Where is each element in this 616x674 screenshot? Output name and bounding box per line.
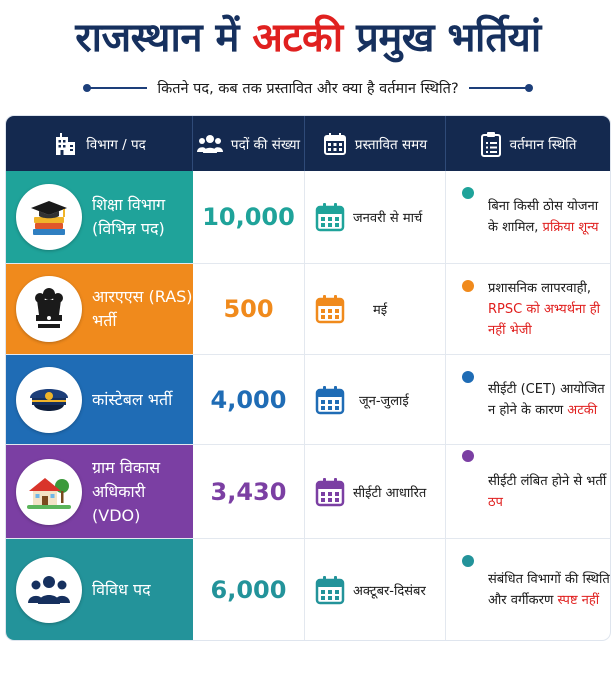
table-row: विविध पद 6,000 अक्टूबर-दिसंबर संबंधित वि… [6, 539, 610, 640]
status-plain: संबंधित विभागों की स्थिति और वर्गीकरण [488, 571, 610, 608]
header-status-label: वर्तमान स्थिति [509, 136, 577, 153]
status-dot [462, 371, 474, 383]
status-cell: प्रशासनिक लापरवाही, RPSC को अभ्यर्थना ही… [446, 264, 610, 354]
date-text: सीईटी आधारित [353, 485, 427, 501]
date-text: मई [373, 303, 388, 318]
group-icon [28, 575, 70, 604]
status-highlight: अटकी [567, 402, 598, 418]
status-plain: सीईटी (CET) आयोजित न होने के कारण [488, 381, 605, 418]
status-cell: बिना किसी ठोस योजना के शामिल, प्रक्रिया … [446, 171, 610, 263]
header-dept: विभाग / पद [6, 116, 193, 171]
status-dot [462, 555, 474, 567]
calendar-icon [323, 132, 346, 155]
dept-label: विविध पद [92, 579, 151, 599]
building-icon [56, 132, 76, 155]
table-row: आरएएस (RAS) भर्ती 500 मई प्रशासनिक लापरव… [6, 264, 610, 355]
dept-label: शिक्षा विभाग (विभिन्न पद) [92, 195, 166, 238]
subtitle-left-rule [83, 84, 148, 92]
badge [16, 458, 82, 525]
status-text: संबंधित विभागों की स्थिति और वर्गीकरण स्… [488, 569, 610, 611]
calendar-icon [315, 477, 345, 506]
ashoka-emblem-icon [35, 288, 63, 328]
status-highlight: RPSC को अभ्यर्थना ही नहीं भेजी [488, 301, 600, 338]
status-text: प्रशासनिक लापरवाही, RPSC को अभ्यर्थना ही… [488, 278, 610, 341]
badge [16, 184, 82, 250]
calendar-icon [315, 295, 345, 324]
dept-cell: आरएएस (RAS) भर्ती [6, 264, 193, 354]
dept-cell: शिक्षा विभाग (विभिन्न पद) [6, 171, 193, 263]
police-cap-icon [30, 388, 68, 411]
header-count: पदों की संख्या [193, 116, 305, 171]
calendar-icon [315, 575, 345, 604]
header-status: वर्तमान स्थिति [446, 116, 610, 171]
clipboard-icon [480, 131, 501, 157]
graduation-books-icon [31, 201, 67, 235]
date-cell: मई [305, 264, 446, 354]
header-dept-label: विभाग / पद [86, 136, 146, 153]
dept-label: कांस्टेबल भर्ती [92, 389, 173, 409]
dept-label: आरएएस (RAS) भर्ती [92, 287, 193, 330]
status-cell: सीईटी लंबित होने से भर्ती ठप [446, 445, 610, 538]
table-row: कांस्टेबल भर्ती 4,000 जून-जुलाई सीईटी (C… [6, 355, 610, 445]
title-highlight: अटकी [252, 15, 343, 61]
header-date: प्रस्तावित समय [305, 116, 446, 171]
status-highlight: ठप [488, 494, 503, 510]
status-cell: सीईटी (CET) आयोजित न होने के कारण अटकी [446, 355, 610, 444]
post-count: 6,000 [193, 539, 305, 640]
dept-cell: ग्राम विकास अधिकारी (VDO) [6, 445, 193, 538]
table-header: विभाग / पद पदों की संख्या प्रस्तावित समय [6, 116, 610, 171]
status-text: सीईटी (CET) आयोजित न होने के कारण अटकी [488, 379, 610, 421]
status-text: बिना किसी ठोस योजना के शामिल, प्रक्रिया … [488, 196, 610, 238]
title-part-1: राजस्थान में [75, 15, 253, 61]
status-plain: सीईटी लंबित होने से भर्ती [488, 473, 607, 489]
date-cell: जून-जुलाई [305, 355, 446, 444]
status-plain: बिना किसी ठोस योजना के शामिल, [488, 199, 599, 235]
title-part-2: प्रमुख भर्तियां [342, 15, 541, 61]
calendar-icon [315, 203, 345, 232]
date-cell: जनवरी से मार्च [305, 171, 446, 263]
status-highlight: स्पष्ट नहीं [557, 592, 600, 608]
dept-label: ग्राम विकास अधिकारी (VDO) [92, 457, 161, 525]
badge [16, 276, 82, 342]
header-date-label: प्रस्तावित समय [354, 136, 428, 153]
people-icon [196, 134, 223, 153]
status-dot [462, 450, 474, 462]
table-row: शिक्षा विभाग (विभिन्न पद) 10,000 जनवरी स… [6, 171, 610, 264]
post-count: 10,000 [193, 171, 305, 263]
badge [16, 366, 82, 433]
calendar-icon [315, 385, 345, 414]
post-count: 4,000 [193, 355, 305, 444]
date-cell: अक्टूबर-दिसंबर [305, 539, 446, 640]
subtitle-right-rule [468, 84, 533, 92]
subtitle: कितने पद, कब तक प्रस्तावित और क्या है वर… [157, 81, 459, 97]
status-plain: प्रशासनिक लापरवाही, [488, 280, 591, 296]
status-highlight: प्रक्रिया शून्य [542, 220, 599, 235]
status-cell: संबंधित विभागों की स्थिति और वर्गीकरण स्… [446, 539, 610, 640]
status-dot [462, 280, 474, 292]
badge [16, 556, 82, 623]
subtitle-row: कितने पद, कब तक प्रस्तावित और क्या है वर… [0, 76, 616, 100]
recruitment-table: विभाग / पद पदों की संख्या प्रस्तावित समय [6, 116, 610, 640]
date-cell: सीईटी आधारित [305, 445, 446, 538]
status-text: सीईटी लंबित होने से भर्ती ठप [488, 471, 610, 513]
table-row: ग्राम विकास अधिकारी (VDO) 3,430 सीईटी आध… [6, 445, 610, 539]
dept-cell: विविध पद [6, 539, 193, 640]
date-text: अक्टूबर-दिसंबर [353, 583, 426, 599]
date-text: जनवरी से मार्च [353, 211, 423, 226]
status-dot [462, 187, 474, 199]
header-count-label: पदों की संख्या [230, 136, 301, 153]
post-count: 3,430 [193, 445, 305, 538]
page-title: राजस्थान में अटकी प्रमुख भर्तियां [0, 8, 616, 68]
dept-cell: कांस्टेबल भर्ती [6, 355, 193, 444]
village-house-icon [27, 477, 71, 509]
date-text: जून-जुलाई [359, 393, 409, 409]
post-count: 500 [193, 264, 305, 354]
